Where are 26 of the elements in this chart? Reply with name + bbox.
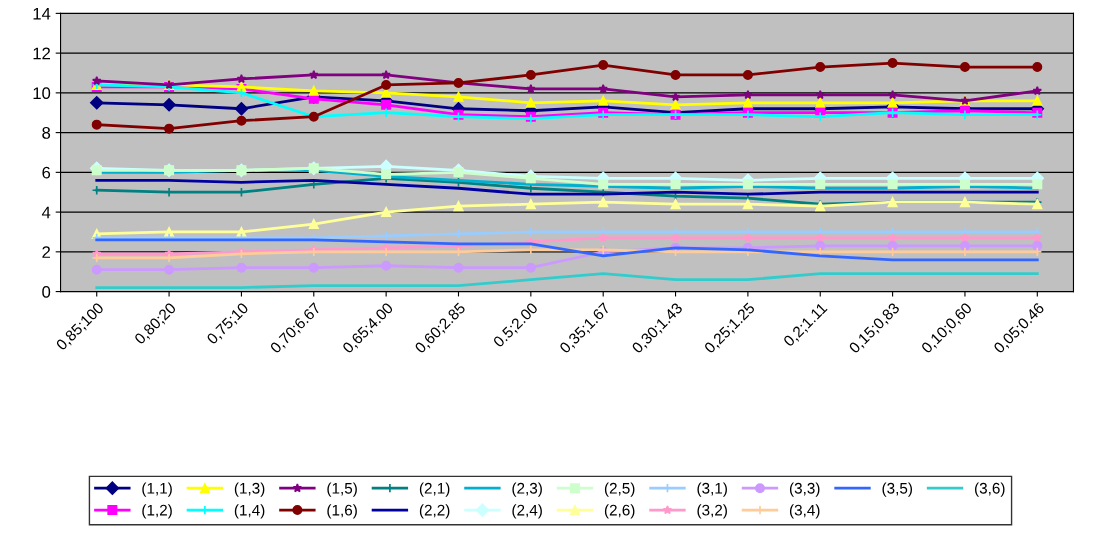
y-tick-label: 2 bbox=[42, 246, 50, 258]
legend-label: (3,4) bbox=[789, 504, 820, 519]
y-tick-label: 8 bbox=[42, 127, 51, 139]
legend-label: (1,6) bbox=[327, 504, 357, 519]
legend-label: (3,2) bbox=[697, 504, 727, 519]
legend-label: (3,5) bbox=[882, 482, 912, 497]
legend-label: (1,1) bbox=[142, 482, 172, 497]
legend-label: (1,3) bbox=[234, 482, 265, 497]
legend-label: (1,5) bbox=[327, 482, 357, 497]
y-tick-label: 0 bbox=[42, 285, 51, 298]
legend-label: (2,6) bbox=[604, 504, 635, 519]
legend-label: (1,4) bbox=[234, 504, 265, 519]
legend-label: (2,3) bbox=[512, 482, 542, 497]
y-tick-label: 4 bbox=[41, 206, 51, 219]
y-tick-label: 6 bbox=[42, 166, 51, 179]
y-tick-label: 10 bbox=[33, 87, 51, 100]
legend-label: (1,2) bbox=[142, 504, 172, 519]
legend-label: (3,6) bbox=[975, 482, 1005, 497]
legend-label: (3,3) bbox=[789, 482, 820, 497]
y-tick-label: 14 bbox=[33, 7, 51, 20]
legend-label: (2,5) bbox=[604, 482, 635, 497]
legend-label: (2,4) bbox=[512, 504, 542, 519]
legend-label: (3,1) bbox=[697, 482, 727, 497]
legend-label: (2,2) bbox=[419, 504, 450, 519]
legend-label: (2,1) bbox=[419, 482, 450, 497]
y-tick-label: 12 bbox=[33, 47, 50, 60]
